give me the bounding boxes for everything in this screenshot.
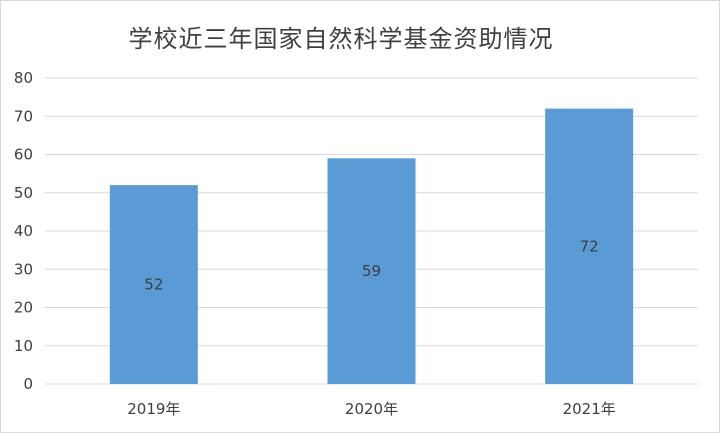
data-label: 52 (144, 276, 163, 294)
y-tick-label: 10 (14, 337, 33, 355)
bar (327, 158, 416, 384)
y-tick-label: 60 (14, 146, 33, 164)
y-tick-label: 40 (14, 222, 33, 240)
y-tick-label: 20 (14, 299, 33, 317)
chart-title: 学校近三年国家自然科学基金资助情况 (128, 25, 554, 53)
bars (109, 108, 634, 384)
y-tick-label: 50 (14, 184, 33, 202)
y-tick-label: 80 (14, 69, 33, 87)
x-tick-label: 2019年 (127, 400, 180, 418)
bar (109, 185, 198, 384)
data-label: 59 (362, 262, 381, 280)
labels: 0 10 20 30 40 50 60 70 80 52 2019年 59 2020年 72 2021年 (14, 69, 616, 418)
y-tick-label: 70 (14, 107, 33, 125)
data-label: 72 (580, 237, 599, 255)
x-tick-label: 2021年 (563, 400, 616, 418)
y-tick-label: 0 (23, 375, 33, 393)
y-tick-label: 30 (14, 260, 33, 278)
x-tick-label: 2020年 (345, 400, 398, 418)
bar (545, 108, 634, 384)
